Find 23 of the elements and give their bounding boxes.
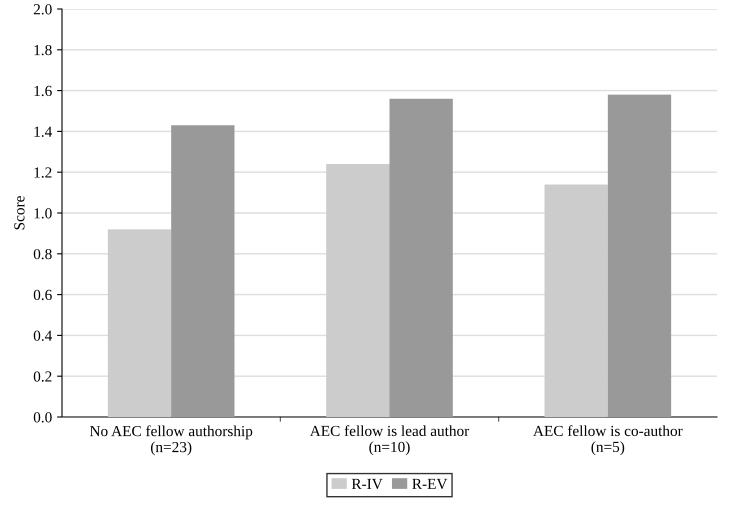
x-tick-label: No AEC fellow authorship (n=23) [90, 425, 252, 456]
y-tick-label: 1.6 [34, 86, 52, 96]
y-tick-label: 2.0 [34, 4, 52, 15]
bar [544, 184, 608, 417]
y-tick-label: 1.0 [34, 208, 52, 219]
y-axis-title: Score [14, 196, 25, 230]
legend-label: R-EV [412, 478, 448, 490]
y-tick-label: 1.2 [34, 167, 52, 178]
x-tick-label: AEC fellow is co-author (n=5) [533, 425, 683, 456]
y-tick-label: 0.6 [34, 290, 52, 300]
y-tick-label: 0.4 [34, 330, 52, 341]
y-tick-label: 1.4 [34, 126, 52, 137]
bar [108, 229, 172, 417]
y-tick-label: 1.8 [34, 44, 52, 56]
y-tick-label: 0.2 [34, 371, 52, 382]
y-tick-label: 0.8 [34, 248, 52, 260]
bar [608, 94, 672, 417]
x-tick-label: AEC fellow is lead author (n=10) [310, 425, 470, 456]
bar [390, 98, 453, 417]
legend-label: R-IV [352, 478, 383, 490]
bar [171, 125, 234, 417]
y-tick-label: 0.0 [34, 412, 52, 423]
bar [326, 164, 390, 417]
